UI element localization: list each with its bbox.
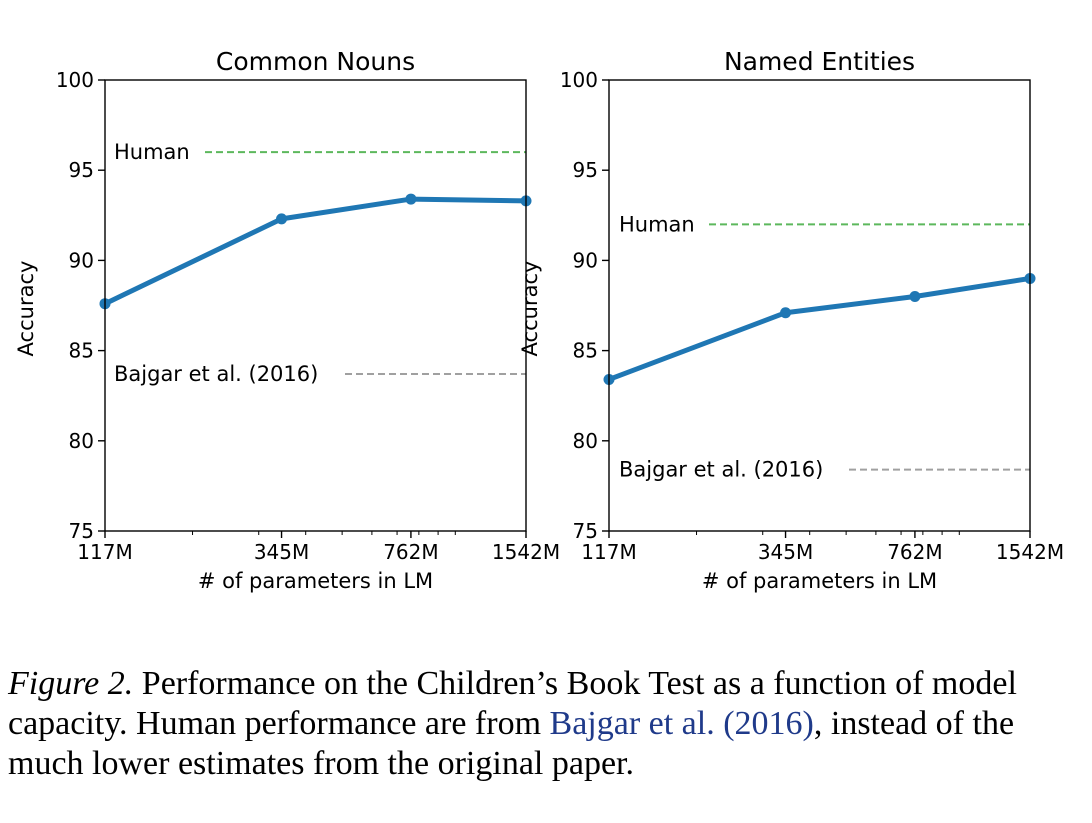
x-tick-label: 345M [758,540,813,564]
y-axis-label: Accuracy [14,261,38,357]
chart-panel-1: Human Bajgar et al. (2016) 75 80 85 90 95 100 11… [14,47,560,593]
y-tick-label: 85 [573,339,598,363]
x-tick-label: 1542M [996,540,1064,564]
y-tick-label: 80 [69,429,94,453]
figure-caption: Figure 2. Performance on the Children’s … [8,664,1092,784]
y-tick-label: 80 [573,429,598,453]
x-axis-label: # of parameters in LM [198,569,433,593]
x-tick-label: 117M [77,540,132,564]
charts: Human Bajgar et al. (2016) 75 80 85 90 95 100 11… [14,47,1064,593]
series-line [102,196,529,307]
y-tick-label: 90 [69,248,94,272]
x-tick-label: 762M [383,540,438,564]
y-tick-label: 100 [560,68,598,92]
caption-citation-link[interactable]: Bajgar et al. (2016) [549,705,814,742]
x-tick-label: 1542M [492,540,560,564]
chart-title: Common Nouns [216,47,415,76]
y-tick-label: 95 [573,158,598,182]
chart-panel-2: Human Bajgar et al. (2016) 75 80 85 90 95 100 11… [518,47,1064,593]
chart-title: Named Entities [724,47,915,76]
y-tick-label: 75 [573,519,598,543]
plot-frame [608,79,1031,532]
y-tick-label: 95 [69,158,94,182]
x-tick-label: 762M [887,540,942,564]
y-tick-label: 85 [69,339,94,363]
data-point [276,213,288,225]
caption-label: Figure 2. [8,665,134,702]
series-line [606,275,1033,382]
y-axis-label: Accuracy [518,261,542,357]
reference-line-label: Bajgar et al. (2016) [114,362,318,386]
x-tick-label: 345M [254,540,309,564]
data-point [909,290,921,302]
y-tick-label: 90 [573,248,598,272]
x-tick-label: 117M [581,540,636,564]
data-point [780,307,792,319]
y-tick-label: 75 [69,519,94,543]
reference-line-label: Bajgar et al. (2016) [619,458,823,482]
caption-text-a: Performance on the Children’s Book Test … [8,665,1017,742]
plot-frame [104,79,527,532]
reference-line-label: Human [619,212,695,236]
x-axis-label: # of parameters in LM [702,569,937,593]
y-tick-label: 100 [56,68,94,92]
reference-line-label: Human [114,140,190,164]
caption-text-b: , instead of the much lower estimates fr… [8,705,1015,782]
data-point [405,193,417,205]
